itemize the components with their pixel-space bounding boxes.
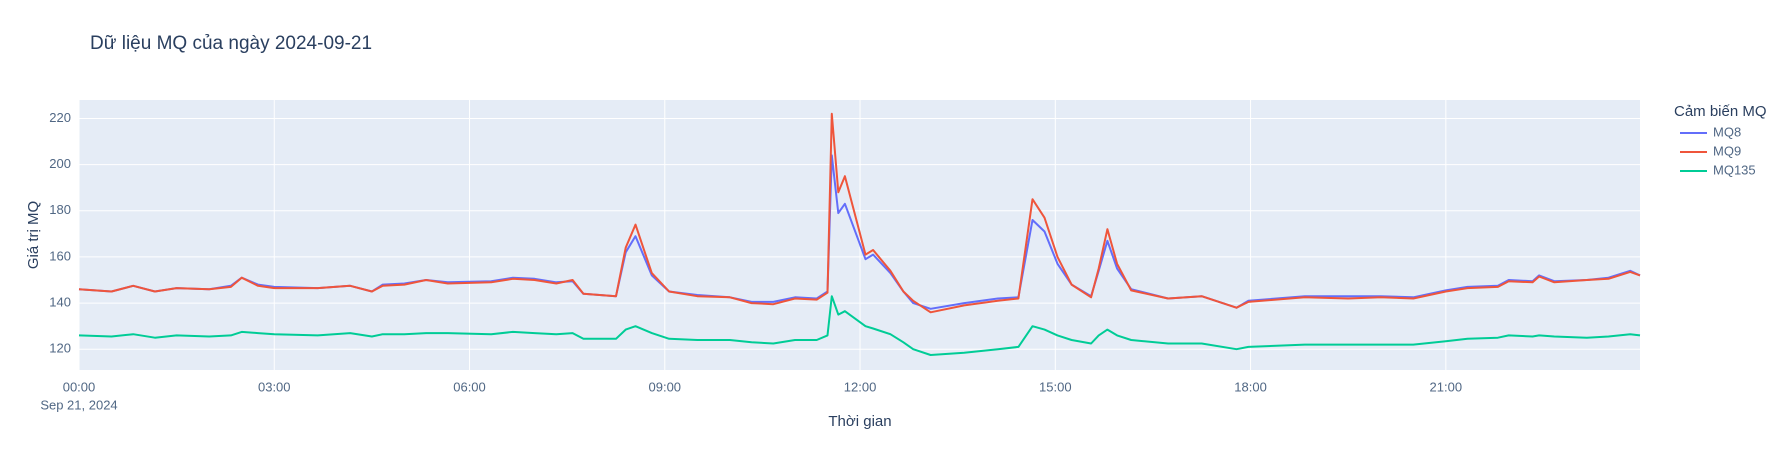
legend-title: Cảm biến MQ bbox=[1674, 103, 1767, 120]
legend-label: MQ8 bbox=[1713, 124, 1741, 139]
line-series bbox=[78, 112, 1641, 314]
x-tick-label: 00:00 bbox=[63, 379, 96, 394]
x-axis-title: Thời gian bbox=[828, 413, 891, 430]
legend-label: MQ9 bbox=[1713, 143, 1741, 158]
y-tick-label: 120 bbox=[49, 341, 71, 356]
x-tick-label: 21:00 bbox=[1430, 379, 1463, 394]
x-tick-label: 06:00 bbox=[453, 379, 486, 394]
x-tick-label: 15:00 bbox=[1039, 379, 1072, 394]
x-tick-sublabel: Sep 21, 2024 bbox=[40, 397, 117, 412]
x-tick-label: 12:00 bbox=[844, 379, 877, 394]
chart-title: Dữ liệu MQ của ngày 2024-09-21 bbox=[90, 33, 372, 54]
line-series bbox=[78, 295, 1641, 356]
y-tick-label: 220 bbox=[49, 110, 71, 125]
y-tick-label: 160 bbox=[49, 248, 71, 263]
y-tick-label: 180 bbox=[49, 202, 71, 217]
legend-label: MQ135 bbox=[1713, 162, 1756, 177]
y-axis-title: Giá trị MQ bbox=[25, 201, 42, 269]
x-tick-label: 18:00 bbox=[1234, 379, 1267, 394]
x-tick-label: 03:00 bbox=[258, 379, 291, 394]
y-tick-label: 200 bbox=[49, 156, 71, 171]
x-tick-label: 09:00 bbox=[649, 379, 682, 394]
y-tick-label: 140 bbox=[49, 295, 71, 310]
